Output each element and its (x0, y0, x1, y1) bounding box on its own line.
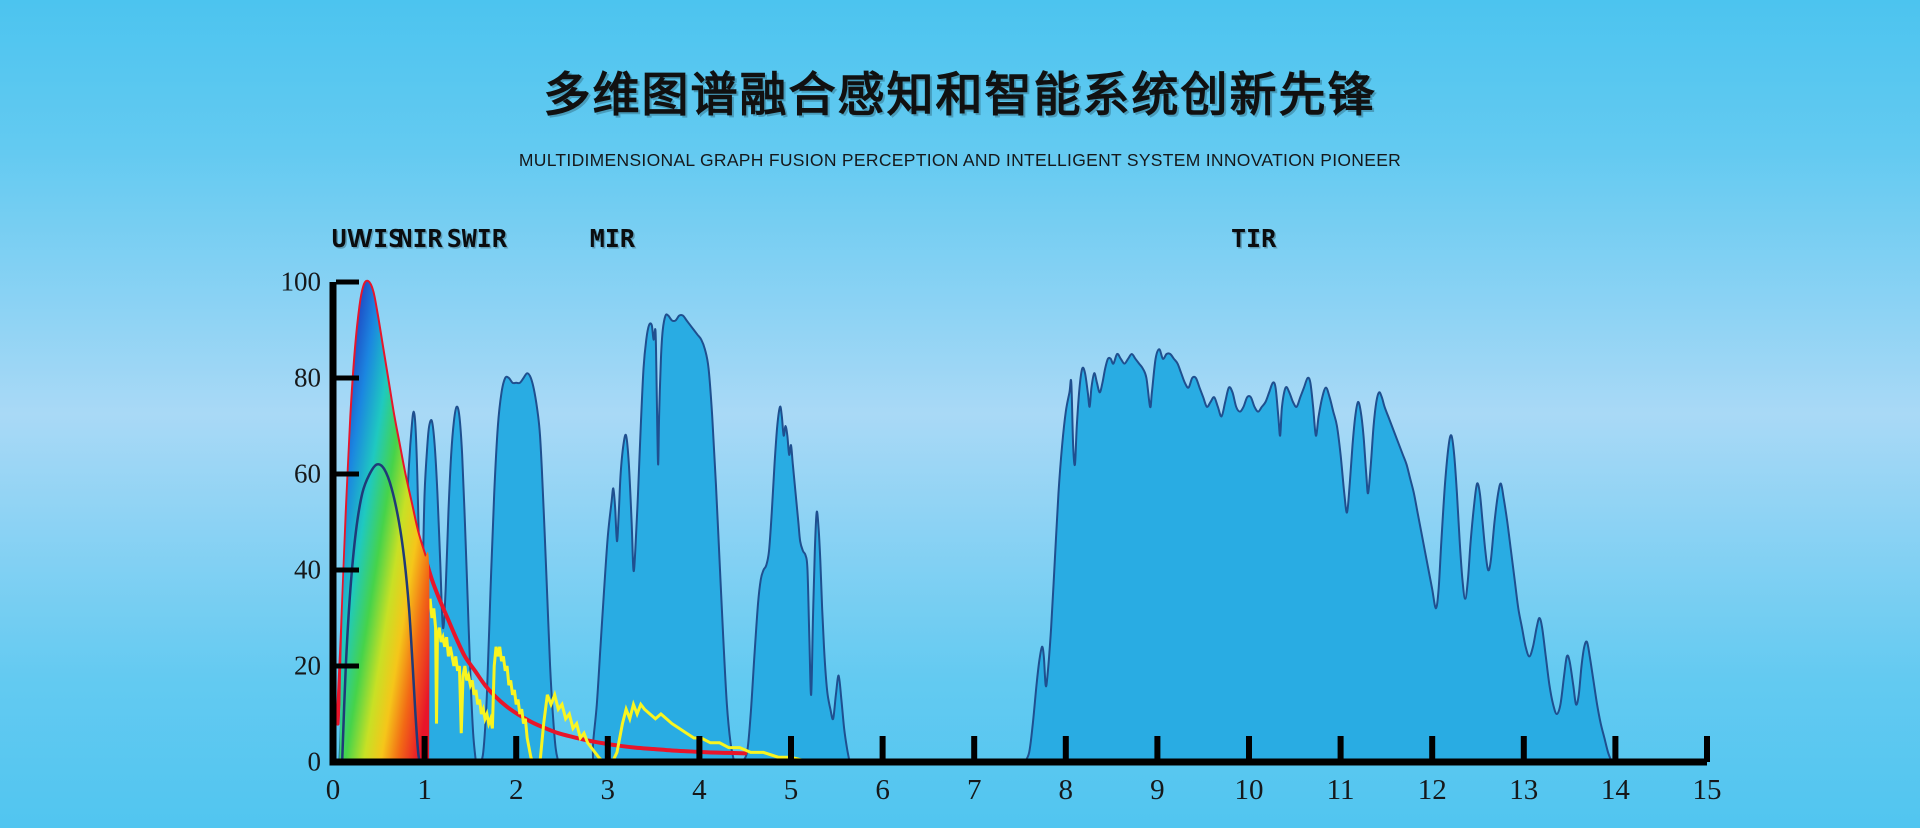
band-label-mir: MIR (589, 224, 635, 253)
y-axis-tick-label: 100 (280, 266, 322, 297)
band-label-vis: VIS (358, 224, 404, 253)
x-axis-tick-label: 1 (417, 774, 432, 806)
x-axis-tick-label: 7 (966, 774, 982, 806)
transmission-window-area (591, 313, 736, 763)
x-axis-tick-label: 13 (1509, 774, 1539, 806)
series-layer (335, 279, 1613, 764)
band-label-swir: SWIR (446, 224, 507, 253)
x-axis-tick-label: 12 (1417, 774, 1447, 806)
transmission-window-area (740, 405, 851, 763)
x-axis-tick-label: 15 (1692, 774, 1722, 806)
x-axis-tick-label: 10 (1234, 774, 1264, 806)
y-axis-tick-label: 20 (294, 650, 321, 681)
transmission-window-area (478, 372, 560, 763)
y-axis-tick-label: 60 (294, 458, 321, 489)
y-axis-tick-label: 0 (307, 746, 322, 777)
x-axis-tick-label: 11 (1326, 774, 1355, 806)
x-axis-tick-label: 14 (1600, 774, 1630, 806)
x-axis-tick-label: 4 (692, 774, 707, 806)
y-axis-tick-label: 80 (294, 362, 321, 393)
x-axis-tick-label: 6 (875, 774, 890, 806)
band-label-uv: UV (331, 224, 362, 253)
x-axis-tick-label: 2 (508, 774, 524, 806)
rainbow-spectrum-area (339, 281, 430, 762)
x-axis-tick-label: 3 (600, 774, 616, 806)
y-axis-tick-label: 40 (294, 554, 321, 585)
visible-envelope-curve (340, 462, 422, 764)
x-axis-tick-label: 8 (1058, 774, 1074, 806)
x-axis-tick-label: 0 (325, 774, 341, 806)
axis-layer (329, 279, 1710, 766)
x-axis-tick-label: 9 (1150, 774, 1165, 806)
page-subtitle: MULTIDIMENSIONAL GRAPH FUSION PERCEPTION… (518, 150, 1402, 170)
x-axis-tick-label: 5 (783, 774, 799, 806)
transmission-window-area (1023, 348, 1613, 763)
page-title: 多维图谱融合感知和智能系统创新先锋 (543, 68, 1377, 121)
band-label-tir: TIR (1231, 224, 1277, 253)
band-label-nir: NIR (397, 224, 443, 253)
